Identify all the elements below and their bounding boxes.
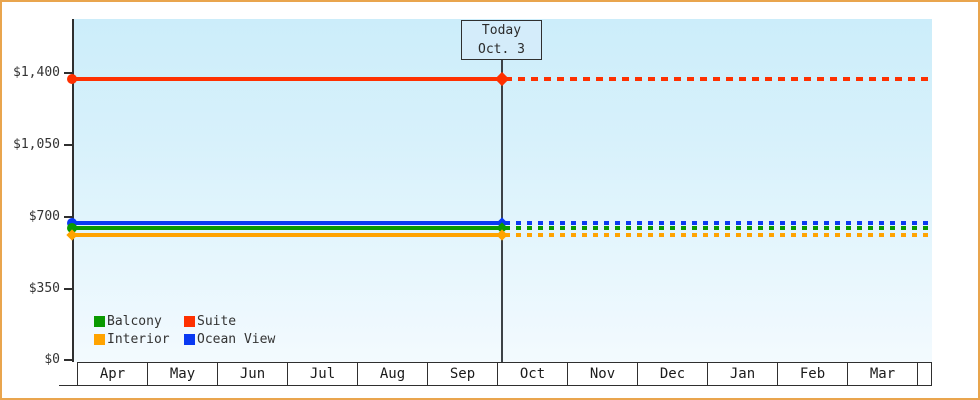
month-cell-oct: Oct — [498, 363, 568, 385]
plot-area — [74, 19, 932, 362]
month-cell-mar: Mar — [848, 363, 918, 385]
legend-item-suite[interactable]: Suite — [184, 314, 275, 329]
suite-swatch-icon — [184, 316, 195, 327]
month-cell-apr: Apr — [78, 363, 148, 385]
ocean-view-line-solid — [74, 221, 502, 225]
suite-line-solid — [74, 77, 502, 81]
month-cell-may: May — [148, 363, 218, 385]
balcony-line-solid — [74, 226, 502, 230]
y-tick-700 — [64, 216, 72, 218]
month-cell-jun: Jun — [218, 363, 288, 385]
month-cell-feb: Feb — [778, 363, 848, 385]
month-cell-jan: Jan — [708, 363, 778, 385]
legend-label: Balcony — [107, 314, 162, 329]
today-vertical-line — [501, 59, 503, 362]
legend-label: Ocean View — [197, 332, 276, 347]
legend-item-balcony[interactable]: Balcony — [94, 314, 184, 329]
balcony-start-bullet — [67, 223, 77, 233]
today-label: Today — [481, 23, 522, 38]
suite-start-bullet — [67, 74, 77, 84]
y-axis-label: $700 — [28, 209, 60, 224]
month-cell-jul: Jul — [288, 363, 358, 385]
interior-line-dashed — [505, 233, 932, 237]
y-axis-label: $1,050 — [13, 137, 60, 152]
balcony-line-dashed — [505, 226, 932, 230]
y-axis-label: $1,400 — [13, 65, 60, 80]
legend: Balcony Suite Interior Ocean View — [94, 314, 275, 347]
today-annotation-box: Today Oct. 3 — [461, 20, 542, 60]
balcony-swatch-icon — [94, 316, 105, 327]
y-axis-label: $0 — [44, 352, 60, 367]
y-tick-1050 — [64, 144, 72, 146]
x-axis-month-band: Apr May Jun Jul Aug Sep Oct Nov Dec Jan … — [77, 362, 932, 386]
month-cell-dec: Dec — [638, 363, 708, 385]
month-band-filler — [918, 363, 931, 385]
interior-swatch-icon — [94, 334, 105, 345]
legend-item-interior[interactable]: Interior — [94, 332, 184, 347]
suite-line-dashed — [505, 77, 932, 81]
y-tick-1400 — [64, 72, 72, 74]
y-tick-350 — [64, 288, 72, 290]
month-cell-nov: Nov — [568, 363, 638, 385]
legend-label: Interior — [107, 332, 170, 347]
ocean-view-line-dashed — [505, 221, 932, 225]
month-cell-aug: Aug — [358, 363, 428, 385]
legend-label: Suite — [197, 314, 237, 329]
axis-baseline-extension — [59, 385, 77, 386]
y-axis-label: $350 — [28, 281, 60, 296]
y-tick-0 — [64, 359, 72, 361]
ocean-view-swatch-icon — [184, 334, 195, 345]
legend-item-ocean-view[interactable]: Ocean View — [184, 332, 275, 347]
y-axis-line — [72, 19, 74, 362]
today-date-label: Oct. 3 — [478, 42, 525, 57]
month-cell-sep: Sep — [428, 363, 498, 385]
interior-line-solid — [74, 233, 502, 237]
